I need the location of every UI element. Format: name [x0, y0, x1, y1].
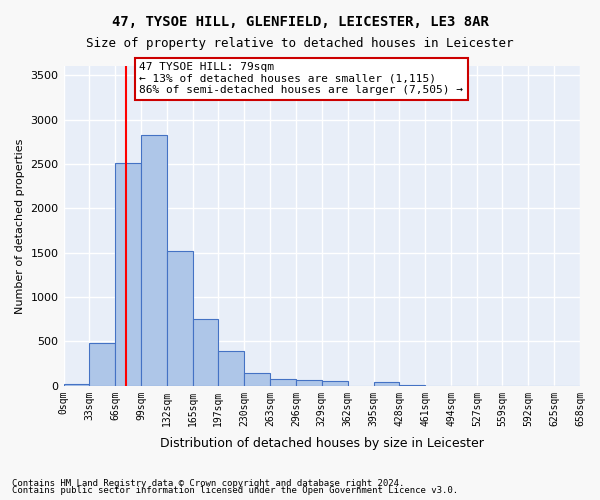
- Bar: [218, 351, 244, 386]
- Bar: [244, 373, 270, 386]
- Text: Contains public sector information licensed under the Open Government Licence v3: Contains public sector information licen…: [12, 486, 458, 495]
- Bar: [296, 380, 322, 386]
- Bar: [193, 319, 218, 386]
- Bar: [270, 379, 296, 386]
- Text: Size of property relative to detached houses in Leicester: Size of property relative to detached ho…: [86, 38, 514, 51]
- Bar: [167, 252, 193, 386]
- Bar: [374, 382, 400, 386]
- Text: Contains HM Land Registry data © Crown copyright and database right 2024.: Contains HM Land Registry data © Crown c…: [12, 478, 404, 488]
- Bar: [400, 385, 425, 386]
- Text: 47, TYSOE HILL, GLENFIELD, LEICESTER, LE3 8AR: 47, TYSOE HILL, GLENFIELD, LEICESTER, LE…: [112, 15, 488, 29]
- Bar: [89, 343, 115, 386]
- Y-axis label: Number of detached properties: Number of detached properties: [15, 138, 25, 314]
- X-axis label: Distribution of detached houses by size in Leicester: Distribution of detached houses by size …: [160, 437, 484, 450]
- Bar: [115, 163, 141, 386]
- Bar: [322, 381, 347, 386]
- Text: 47 TYSOE HILL: 79sqm
← 13% of detached houses are smaller (1,115)
86% of semi-de: 47 TYSOE HILL: 79sqm ← 13% of detached h…: [139, 62, 463, 96]
- Bar: [141, 136, 167, 386]
- Bar: [64, 384, 89, 386]
